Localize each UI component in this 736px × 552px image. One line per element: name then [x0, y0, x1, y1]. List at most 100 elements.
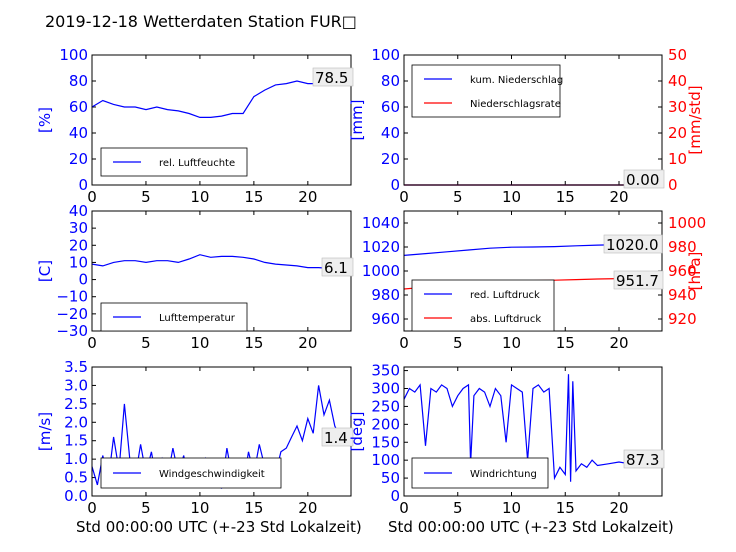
y2-tick-label: 20	[668, 124, 687, 142]
y2-tick-label: 30	[668, 98, 687, 116]
x-tick-label: 0	[399, 188, 409, 206]
y2-tick-label: 0	[668, 176, 678, 194]
y-tick-label: 100	[59, 46, 88, 64]
x-tick-label: 10	[502, 334, 521, 352]
legend-box	[411, 64, 561, 118]
legend-box	[100, 302, 248, 332]
y-tick-label: 200	[371, 415, 400, 433]
value-annotation: 951.7	[613, 270, 664, 290]
x-tick-label: 10	[190, 334, 209, 352]
annotation-text: 87.3	[626, 451, 659, 469]
figure-title: 2019-12-18 Wetterdaten Station FUR□	[45, 12, 357, 31]
legend-label: abs. Luftdruck	[470, 314, 541, 325]
annotation-text: 1020.0	[606, 236, 659, 254]
legend-label: red. Luftdruck	[470, 290, 540, 301]
legend-label: Niederschlagsrate	[470, 99, 561, 110]
y-tick-label: 0	[390, 176, 400, 194]
x-tick-label: 20	[298, 188, 317, 206]
annotation-text: 951.7	[616, 272, 659, 290]
y2-axis-label: [hPa]	[686, 252, 704, 291]
series-line-humidity-0	[91, 80, 352, 119]
x-tick-label: 20	[609, 188, 628, 206]
y-tick-label: 40	[69, 202, 88, 220]
y-tick-label: 40	[381, 124, 400, 142]
legend-label: Lufttemperatur	[159, 313, 236, 324]
axes-frame	[403, 366, 663, 497]
y-tick-label: 100	[371, 451, 400, 469]
x-tick-label: 15	[244, 188, 263, 206]
y-tick-label: −10	[56, 288, 88, 306]
y-tick-label: 1040	[362, 214, 400, 232]
y-tick-label: 1.0	[64, 450, 88, 468]
x-tick-label: 15	[244, 499, 263, 517]
y-tick-label: 980	[371, 286, 400, 304]
series-line-direction-0	[403, 374, 663, 482]
y-tick-label: 960	[371, 310, 400, 328]
x-tick-label: 0	[87, 188, 97, 206]
annotation-text: 1.4	[324, 429, 348, 447]
y-tick-label: 150	[371, 433, 400, 451]
y-tick-label: 2.0	[64, 413, 88, 431]
y-tick-label: 20	[381, 150, 400, 168]
legend-box	[411, 279, 555, 332]
x-tick-label: 5	[141, 499, 151, 517]
y-tick-label: 10	[69, 253, 88, 271]
y-tick-label: 30	[69, 219, 88, 237]
annotation-box	[321, 427, 354, 447]
y-tick-label: 0	[78, 271, 88, 289]
y-axis-label: [deg]	[348, 412, 366, 452]
y-axis-label: [C]	[36, 260, 54, 282]
y-tick-label: 0.0	[64, 487, 88, 505]
y-tick-label: −20	[56, 305, 88, 323]
axes-frame	[91, 54, 352, 186]
y-tick-label: 0	[390, 487, 400, 505]
x-axis-label-right: Std 00:00:00 UTC (+-23 Std Lokalzeit)	[388, 518, 674, 536]
y-tick-label: 1000	[362, 262, 400, 280]
x-tick-label: 20	[609, 499, 628, 517]
y-axis-label: [mm]	[348, 100, 366, 141]
y-tick-label: 60	[69, 98, 88, 116]
y2-tick-label: 960	[668, 262, 697, 280]
x-tick-label: 10	[502, 188, 521, 206]
x-tick-label: 0	[87, 499, 97, 517]
x-tick-label: 5	[453, 499, 463, 517]
legend-label: kum. Niederschlag	[470, 75, 563, 86]
series-line-temperature-0	[91, 254, 351, 270]
y-tick-label: 40	[69, 124, 88, 142]
annotation-box	[623, 169, 665, 189]
x-tick-label: 15	[556, 188, 575, 206]
x-tick-label: 0	[87, 334, 97, 352]
y-tick-label: 60	[381, 98, 400, 116]
y2-axis-label: [mm/std]	[686, 85, 704, 154]
legend-label: Windgeschwindigkeit	[159, 469, 265, 480]
y-tick-label: 300	[371, 380, 400, 398]
y-tick-label: 0.5	[64, 469, 88, 487]
annotation-text: 6.1	[324, 259, 348, 277]
chart-panel-direction: 0 5 10 15 20050100150200250300350[deg]Windri…	[348, 362, 665, 517]
x-tick-label: 15	[556, 499, 575, 517]
y-axis-label: [%]	[36, 107, 54, 133]
x-tick-label: 15	[244, 334, 263, 352]
value-annotation: 78.5	[312, 67, 354, 87]
y2-tick-label: 940	[668, 286, 697, 304]
chart-panel-temperature: 0 5 10 15 20−30−20−10010203040[C]Lufttempera…	[36, 202, 354, 352]
x-tick-label: 20	[298, 499, 317, 517]
y-tick-label: 80	[69, 72, 88, 90]
y-tick-label: 0	[78, 176, 88, 194]
annotation-text: 0.00	[626, 171, 659, 189]
annotation-box	[613, 270, 664, 290]
value-annotation: 6.1	[321, 257, 354, 277]
y2-tick-label: 50	[668, 46, 687, 64]
y-tick-label: 2.5	[64, 395, 88, 413]
chart-panel-precip: 0 5 10 15 20 0 20 40 60 80 100 0 10 20 30 40 50 [mm] [mm/s…	[348, 46, 704, 206]
y2-tick-label: 40	[668, 72, 687, 90]
y-tick-label: 20	[69, 150, 88, 168]
y-tick-label: 80	[381, 72, 400, 90]
x-tick-label: 0	[399, 334, 409, 352]
x-axis-label-left: Std 00:00:00 UTC (+-23 Std Lokalzeit)	[76, 518, 362, 536]
y-tick-label: 50	[381, 469, 400, 487]
y-tick-label: −30	[56, 322, 88, 340]
x-tick-label: 20	[298, 334, 317, 352]
chart-panel-humidity: 0 5 10 15 20 0 20 40 60 80 100 [%] rel. Luftfeuchte 7…	[36, 46, 354, 206]
